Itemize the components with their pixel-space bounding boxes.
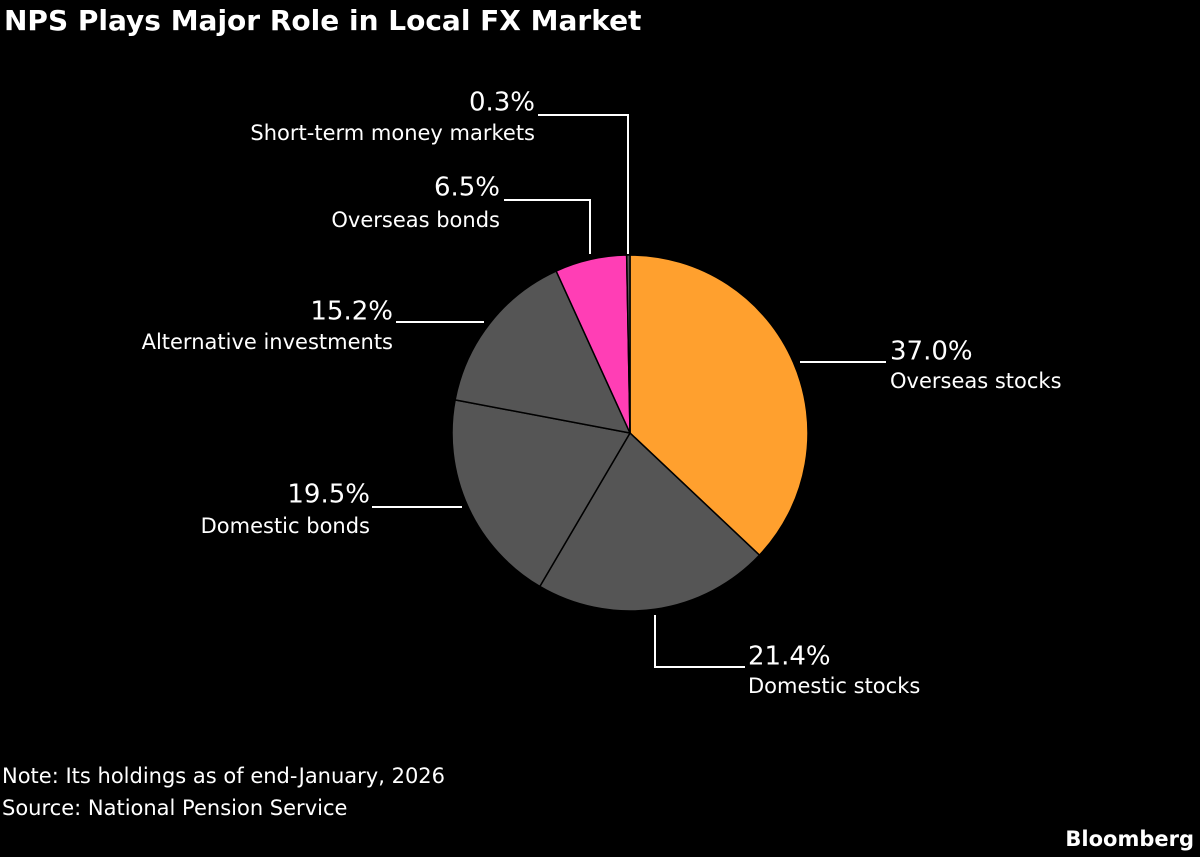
value-label: 15.2%	[310, 297, 393, 327]
pie-slice	[629, 254, 809, 557]
value-label: 21.4%	[748, 642, 831, 672]
value-label: 37.0%	[890, 337, 973, 367]
category-label: Short-term money markets	[250, 121, 535, 145]
category-label: Overseas bonds	[331, 208, 500, 232]
value-label: 6.5%	[434, 173, 500, 203]
category-label: Alternative investments	[142, 330, 393, 354]
leader-line	[654, 615, 745, 668]
brand: Bloomberg	[1065, 827, 1194, 851]
chart-title: NPS Plays Major Role in Local FX Market	[4, 4, 641, 37]
source: Source: National Pension Service	[2, 796, 347, 820]
value-label: 19.5%	[287, 480, 370, 510]
category-label: Domestic bonds	[201, 514, 370, 538]
leader-line	[504, 199, 591, 254]
pie-slice	[451, 399, 632, 588]
category-label: Overseas stocks	[890, 369, 1062, 393]
note: Note: Its holdings as of end-January, 20…	[2, 764, 445, 788]
pie-slice	[454, 270, 632, 435]
category-label: Domestic stocks	[748, 674, 920, 698]
value-label: 0.3%	[469, 88, 535, 118]
pie-slice	[625, 254, 631, 434]
pie-slice	[538, 431, 761, 612]
leader-line	[538, 114, 629, 254]
